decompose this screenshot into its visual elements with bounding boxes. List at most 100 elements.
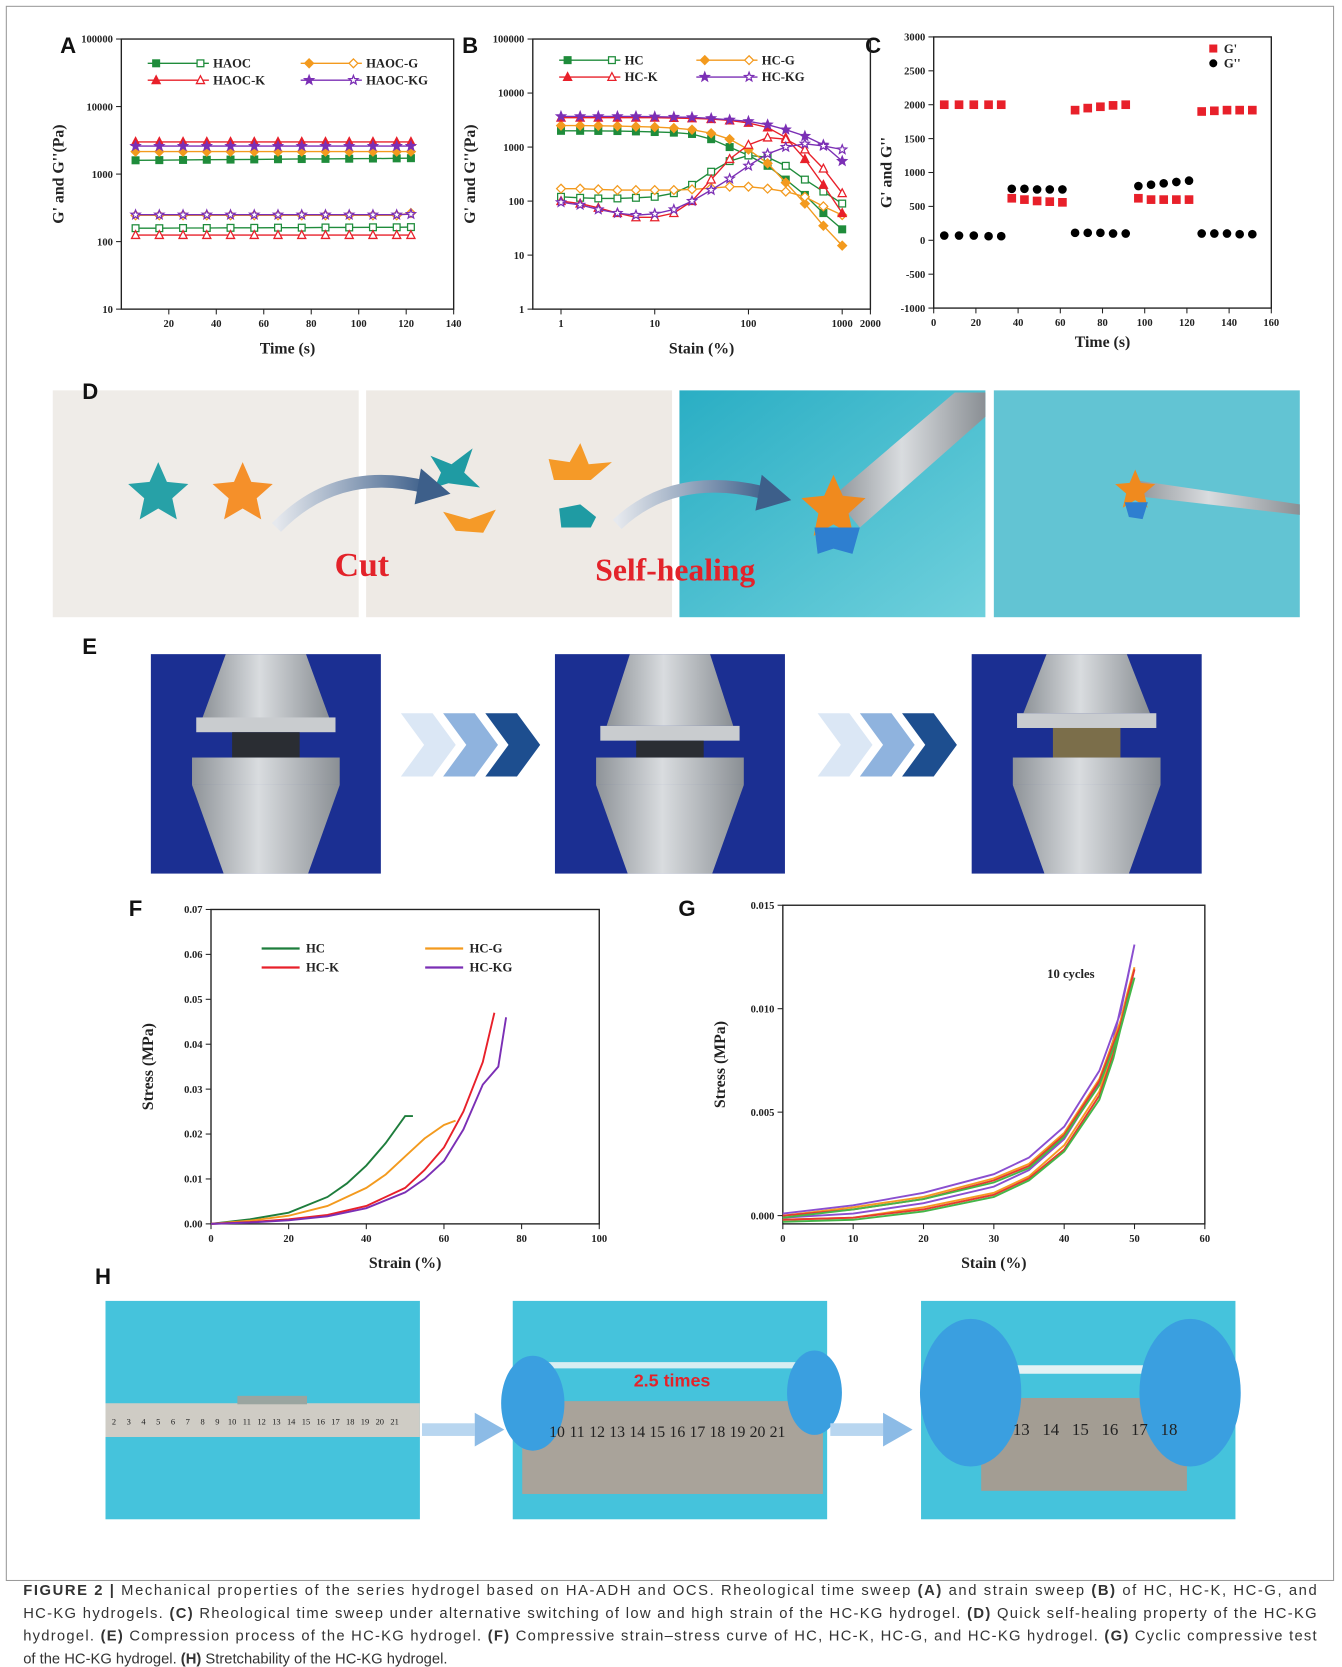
legend-label: HAOC-K xyxy=(213,73,265,87)
y-tick-label: 10 xyxy=(102,305,113,316)
y-tick-label: 0.010 xyxy=(751,1004,775,1015)
y-tick-label: 10 xyxy=(514,251,525,262)
ruler-number: 8 xyxy=(200,1416,204,1426)
caption-text: of the HC-KG hydrogel. xyxy=(23,1651,181,1667)
glove xyxy=(1139,1319,1240,1467)
y-tick-label: 1500 xyxy=(904,134,925,145)
y-tick-label: 0.03 xyxy=(184,1085,202,1096)
ruler-number: 11 xyxy=(243,1416,251,1426)
x-tick-label: 30 xyxy=(989,1234,1000,1245)
ruler-number: 17 xyxy=(1131,1420,1148,1439)
chevron xyxy=(818,713,873,776)
glove xyxy=(787,1350,842,1434)
ruler-number: 13 xyxy=(609,1424,625,1441)
marker xyxy=(1147,181,1154,188)
x-tick-label: 20 xyxy=(918,1234,929,1245)
marker xyxy=(1033,197,1040,204)
ruler-number: 10 xyxy=(228,1416,236,1426)
x-tick-label: 50 xyxy=(1129,1234,1140,1245)
legend-swatch xyxy=(305,75,314,84)
y-tick-label: 0.06 xyxy=(184,950,202,961)
legend-swatch xyxy=(745,72,754,81)
arrow xyxy=(830,1423,883,1436)
marker xyxy=(955,232,962,239)
caption-text: (F) xyxy=(488,1629,509,1645)
marker xyxy=(180,157,187,164)
marker xyxy=(613,186,622,195)
legend-swatch xyxy=(700,56,709,65)
legend-swatch xyxy=(153,60,160,67)
marker xyxy=(1147,196,1154,203)
y-tick-label: 100 xyxy=(97,237,113,248)
ruler-number: 9 xyxy=(215,1416,219,1426)
caption-text: (C) xyxy=(169,1606,192,1622)
marker xyxy=(1223,230,1230,237)
marker xyxy=(838,145,847,154)
marker xyxy=(998,101,1005,108)
y-tick-label: 0.02 xyxy=(184,1130,202,1141)
x-axis-title: Stain (%) xyxy=(961,1255,1026,1272)
caption-text: Compression process of the HC-KG hydroge… xyxy=(124,1629,486,1645)
plot-frame xyxy=(783,905,1205,1224)
x-tick-label: 60 xyxy=(258,319,269,330)
y-tick-label: 100 xyxy=(509,197,525,208)
y-axis-title: G' and G'' xyxy=(879,137,896,208)
x-tick-label: 100 xyxy=(591,1234,607,1245)
panel-letter: C xyxy=(865,33,881,58)
ruler-number: 14 xyxy=(1042,1420,1059,1439)
x-tick-label: 100 xyxy=(351,319,367,330)
x-tick-label: 20 xyxy=(164,319,175,330)
marker xyxy=(1135,182,1142,189)
x-axis-title: Time (s) xyxy=(1075,334,1130,351)
panel-letter: E xyxy=(82,634,97,659)
marker xyxy=(594,185,603,194)
marker xyxy=(781,187,790,196)
series-line xyxy=(211,1017,506,1224)
marker xyxy=(576,184,585,193)
ruler-number: 11 xyxy=(569,1424,584,1441)
photo-label: 2.5 times xyxy=(634,1370,711,1390)
marker xyxy=(985,233,992,240)
legend-swatch xyxy=(700,72,709,81)
ruler-number: 20 xyxy=(750,1424,766,1441)
y-tick-label: 1 xyxy=(519,305,524,316)
caption-text: (E) xyxy=(101,1629,123,1645)
caption-text: Cyclic compressive test xyxy=(1129,1629,1316,1645)
marker xyxy=(1021,185,1028,192)
y-axis-title: Stress (MPa) xyxy=(140,1023,157,1110)
x-tick-label: 80 xyxy=(516,1234,527,1245)
series-line xyxy=(783,967,1135,1219)
x-tick-label: 0 xyxy=(208,1234,213,1245)
marker xyxy=(1249,106,1256,113)
y-tick-label: 1000 xyxy=(92,170,113,181)
caption-text: (A) xyxy=(918,1583,942,1599)
photo-label: Self-healing xyxy=(595,552,755,587)
marker xyxy=(1008,185,1015,192)
x-tick-label: 60 xyxy=(439,1234,450,1245)
ruler-number: 16 xyxy=(669,1424,685,1441)
y-tick-label: 0 xyxy=(920,236,925,247)
x-tick-label: 0 xyxy=(931,318,936,329)
ruler-number: 14 xyxy=(629,1424,645,1441)
y-tick-label: 1000 xyxy=(904,168,925,179)
y-tick-label: 2500 xyxy=(904,67,925,78)
legend-label: HC xyxy=(306,942,325,956)
caption-text: (D) xyxy=(967,1606,990,1622)
ruler-number: 15 xyxy=(1072,1420,1089,1439)
marker xyxy=(781,142,790,151)
y-tick-label: 0.01 xyxy=(184,1175,202,1186)
x-tick-label: 80 xyxy=(306,319,317,330)
panel-letter: B xyxy=(462,33,478,58)
ruler-number: 16 xyxy=(317,1416,325,1426)
marker xyxy=(782,162,789,169)
legend-label: HC-K xyxy=(625,70,658,84)
marker xyxy=(1084,104,1091,111)
marker xyxy=(1173,196,1180,203)
x-tick-label: 100 xyxy=(741,319,757,330)
y-axis-title: G' and G''(Pa) xyxy=(50,124,67,223)
caption-text: FIGURE 2 | xyxy=(23,1583,114,1599)
x-tick-label: 40 xyxy=(1059,1234,1070,1245)
series-line xyxy=(561,126,842,246)
marker xyxy=(1135,195,1142,202)
legend-swatch xyxy=(1210,45,1217,52)
